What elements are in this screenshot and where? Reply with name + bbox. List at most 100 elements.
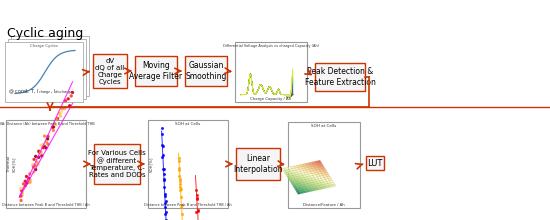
Point <box>31 155 40 158</box>
Polygon shape <box>307 171 311 174</box>
Point <box>160 172 168 175</box>
Polygon shape <box>302 191 307 193</box>
Point <box>157 132 166 136</box>
Point <box>177 195 185 199</box>
Text: SOH[%]: SOH[%] <box>150 156 153 172</box>
Polygon shape <box>294 172 299 175</box>
Text: @ const. T, I$_{charge}$, I$_{discharge}$: @ const. T, I$_{charge}$, I$_{discharge}… <box>8 88 73 98</box>
Point <box>160 177 168 181</box>
Polygon shape <box>295 183 299 186</box>
Polygon shape <box>324 183 329 186</box>
Point <box>159 167 168 170</box>
Polygon shape <box>320 175 324 178</box>
Point <box>60 107 69 110</box>
Text: Charge Capacity / Ah: Charge Capacity / Ah <box>250 97 292 101</box>
FancyBboxPatch shape <box>315 63 365 91</box>
Polygon shape <box>304 188 309 191</box>
Text: Distance/Feature / Ah: Distance/Feature / Ah <box>303 202 345 207</box>
Text: Charge Cycles: Charge Cycles <box>36 39 64 43</box>
Point <box>56 114 65 118</box>
Polygon shape <box>296 185 300 188</box>
Polygon shape <box>286 169 290 172</box>
Point <box>21 184 30 187</box>
Point <box>51 123 60 126</box>
Polygon shape <box>297 176 301 179</box>
Polygon shape <box>305 183 309 186</box>
Point <box>159 154 168 157</box>
Point <box>192 193 201 197</box>
Polygon shape <box>317 187 321 190</box>
Polygon shape <box>311 161 315 164</box>
Polygon shape <box>326 185 330 188</box>
Polygon shape <box>317 165 321 167</box>
Polygon shape <box>315 172 318 175</box>
Point <box>191 188 200 192</box>
FancyBboxPatch shape <box>5 42 83 102</box>
Point <box>16 194 25 198</box>
Text: LUT: LUT <box>367 158 383 167</box>
Point <box>36 150 45 154</box>
Polygon shape <box>287 176 291 178</box>
Polygon shape <box>319 169 323 171</box>
Point <box>161 194 169 198</box>
Polygon shape <box>317 160 321 163</box>
Text: Distance between Peak B and Threshold THB / Ah: Distance between Peak B and Threshold TH… <box>144 202 232 207</box>
Polygon shape <box>323 181 328 184</box>
Point <box>17 189 26 192</box>
Polygon shape <box>314 181 318 184</box>
FancyBboxPatch shape <box>93 54 127 88</box>
Point <box>21 180 30 183</box>
Polygon shape <box>288 178 292 180</box>
Point <box>43 143 52 146</box>
FancyBboxPatch shape <box>6 120 86 208</box>
Polygon shape <box>288 171 292 174</box>
Polygon shape <box>318 183 322 185</box>
Text: Discharge Cycle: Discharge Cycle <box>31 42 63 46</box>
FancyBboxPatch shape <box>11 36 89 96</box>
FancyBboxPatch shape <box>8 39 86 99</box>
Polygon shape <box>295 179 299 181</box>
Polygon shape <box>317 171 322 174</box>
Point <box>161 199 170 202</box>
Point <box>43 135 52 138</box>
Polygon shape <box>292 184 296 187</box>
Point <box>177 212 186 215</box>
Polygon shape <box>291 166 295 169</box>
Polygon shape <box>306 181 311 183</box>
Polygon shape <box>321 182 324 185</box>
Text: Linear
Interpolation: Linear Interpolation <box>233 154 283 174</box>
Polygon shape <box>326 174 330 177</box>
Polygon shape <box>309 173 313 176</box>
Polygon shape <box>305 163 310 165</box>
Polygon shape <box>308 167 312 169</box>
Polygon shape <box>315 179 320 181</box>
Polygon shape <box>314 188 318 191</box>
Polygon shape <box>300 187 304 189</box>
Polygon shape <box>312 163 317 166</box>
Polygon shape <box>327 181 331 183</box>
Polygon shape <box>319 185 323 187</box>
Polygon shape <box>309 185 313 187</box>
Point <box>32 160 41 164</box>
Point <box>160 185 169 189</box>
Polygon shape <box>312 179 316 182</box>
Polygon shape <box>321 177 325 180</box>
Polygon shape <box>312 184 316 187</box>
Text: DVA: Distance (Ah) between Peak B and Threshold THB: DVA: Distance (Ah) between Peak B and Th… <box>0 121 95 125</box>
Point <box>65 104 74 108</box>
Point <box>158 156 167 159</box>
Text: Gaussian
Smoothing: Gaussian Smoothing <box>185 61 227 81</box>
Polygon shape <box>313 186 317 189</box>
Polygon shape <box>310 187 314 189</box>
Polygon shape <box>296 169 300 172</box>
Polygon shape <box>322 168 326 171</box>
Polygon shape <box>323 175 327 177</box>
Polygon shape <box>299 169 303 171</box>
Polygon shape <box>292 173 296 175</box>
Point <box>161 201 169 204</box>
Point <box>19 182 28 186</box>
Polygon shape <box>327 176 331 179</box>
Polygon shape <box>310 164 314 167</box>
Polygon shape <box>324 172 328 175</box>
FancyBboxPatch shape <box>94 144 140 184</box>
